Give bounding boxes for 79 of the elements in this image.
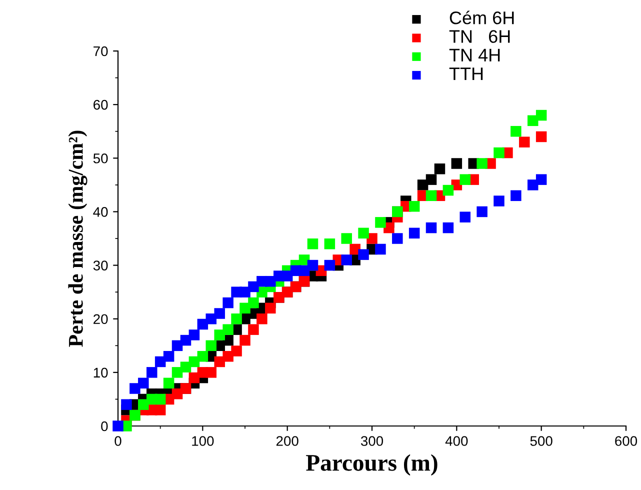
- x-tick-label: 200: [276, 436, 298, 446]
- x-tick-label: 300: [360, 436, 384, 446]
- point: [358, 249, 369, 260]
- point: [392, 233, 403, 244]
- point: [256, 313, 268, 324]
- x-tick-label: 500: [530, 436, 552, 446]
- point: [494, 147, 504, 158]
- point: [442, 184, 454, 196]
- point: [417, 180, 428, 190]
- point: [188, 330, 200, 340]
- point: [494, 196, 504, 206]
- point: [163, 350, 174, 362]
- x-axis-title: Parcours (m): [306, 454, 438, 476]
- point: [214, 308, 225, 319]
- point: [298, 254, 310, 266]
- legend-label: Cém 6H: [450, 10, 514, 24]
- point: [206, 340, 217, 352]
- point: [460, 174, 471, 185]
- point: [434, 163, 446, 174]
- point: [460, 212, 471, 222]
- point: [222, 297, 234, 308]
- y-axis-title: Perte de masse (mg/cm²): [68, 130, 88, 347]
- point: [265, 302, 276, 314]
- point: [146, 367, 158, 378]
- y-tick-label: 60: [94, 100, 108, 110]
- point: [172, 367, 183, 378]
- point: [138, 378, 149, 389]
- y-tick-label: 20: [94, 314, 108, 324]
- legend-label: TN 6H: [449, 30, 510, 43]
- point: [519, 136, 530, 148]
- point: [112, 420, 124, 432]
- x-tick-label: 400: [445, 436, 468, 446]
- point: [341, 254, 352, 266]
- point: [307, 238, 318, 250]
- point: [426, 190, 437, 202]
- point: [510, 190, 522, 202]
- point: [358, 228, 369, 239]
- legend-label: TN 4H: [449, 48, 500, 62]
- point: [536, 110, 547, 121]
- point: [197, 350, 208, 362]
- point: [375, 244, 386, 255]
- point: [408, 200, 420, 212]
- y-tick-label: 50: [93, 153, 108, 164]
- point: [248, 297, 259, 308]
- x-tick-label: 100: [192, 436, 214, 446]
- point: [307, 260, 318, 271]
- point: [451, 158, 462, 169]
- point: [408, 228, 420, 239]
- y-tick-label: 30: [93, 260, 108, 270]
- point: [121, 399, 132, 410]
- point: [154, 394, 166, 405]
- x-tick-label: 0: [114, 436, 122, 446]
- point: [231, 313, 242, 324]
- point: [426, 222, 437, 234]
- point: [240, 334, 250, 346]
- y-tick-label: 70: [94, 46, 108, 56]
- point: [248, 324, 259, 335]
- point: [324, 238, 336, 250]
- point: [426, 174, 437, 185]
- y-tick-label: 0: [101, 421, 108, 432]
- legend-label: TTH: [449, 68, 483, 80]
- point: [341, 233, 352, 244]
- point: [476, 206, 488, 218]
- point: [163, 378, 174, 389]
- point: [442, 222, 454, 234]
- x-tick-label: 600: [615, 436, 638, 446]
- point: [222, 324, 234, 335]
- point: [324, 260, 336, 271]
- point: [180, 362, 192, 372]
- point: [536, 174, 547, 185]
- point: [510, 126, 522, 137]
- point: [375, 217, 386, 228]
- point: [536, 131, 547, 142]
- point: [154, 404, 166, 416]
- point: [476, 158, 488, 169]
- y-tick-label: 40: [93, 207, 108, 217]
- y-tick-label: 10: [94, 368, 108, 378]
- point: [231, 346, 242, 356]
- point: [206, 367, 217, 378]
